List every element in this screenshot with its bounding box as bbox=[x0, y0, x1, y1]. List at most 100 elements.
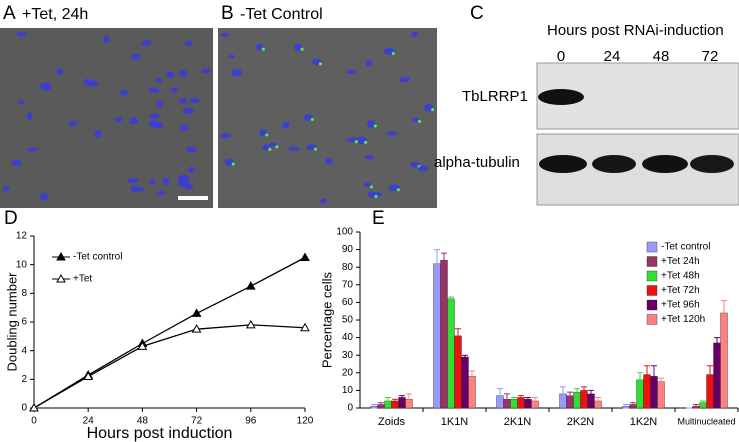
cell bbox=[220, 32, 230, 38]
legend-swatch bbox=[646, 314, 658, 325]
marker bbox=[191, 308, 202, 317]
error-bar bbox=[406, 393, 412, 405]
marker bbox=[300, 252, 310, 261]
cell bbox=[39, 82, 52, 91]
kinetoplast bbox=[373, 124, 377, 128]
marker bbox=[300, 322, 310, 332]
scale-bar bbox=[178, 196, 208, 200]
error-bar bbox=[651, 365, 657, 388]
error-bar bbox=[574, 388, 580, 397]
y-axis-label: Percentage cells bbox=[319, 271, 334, 368]
error-bar bbox=[399, 395, 405, 400]
kinetoplast bbox=[261, 47, 265, 51]
error-bar bbox=[504, 393, 510, 405]
lane-label: 72 bbox=[702, 48, 719, 65]
cell bbox=[16, 31, 27, 37]
panel-letter: D bbox=[4, 208, 18, 229]
legend-label: -Tet control bbox=[73, 252, 122, 263]
error-bar bbox=[700, 400, 706, 405]
cell bbox=[119, 90, 128, 96]
cell bbox=[367, 191, 377, 198]
cell bbox=[412, 117, 419, 122]
y-tick-label: 90 bbox=[342, 244, 354, 255]
error-bar bbox=[595, 396, 601, 405]
error-bar bbox=[630, 402, 636, 407]
error-bar bbox=[441, 252, 447, 268]
y-tick-label: 8 bbox=[21, 288, 27, 299]
cell bbox=[366, 120, 376, 128]
y-tick-label: 80 bbox=[342, 262, 354, 273]
legend-swatch bbox=[646, 256, 658, 267]
cell bbox=[55, 68, 64, 75]
legend-swatch bbox=[646, 285, 658, 296]
row-label: TbLRRP1 bbox=[462, 88, 528, 105]
legend-label: +Tet bbox=[73, 274, 92, 285]
cell bbox=[180, 124, 189, 132]
marker bbox=[191, 324, 202, 333]
lane-label: 0 bbox=[557, 48, 565, 65]
legend-label: +Tet 48h bbox=[661, 271, 700, 282]
cell bbox=[399, 76, 410, 83]
cell bbox=[170, 87, 178, 93]
cell bbox=[231, 68, 243, 77]
band bbox=[539, 155, 587, 173]
line bbox=[33, 324, 306, 409]
x-tick-label: 72 bbox=[191, 416, 203, 427]
cell bbox=[155, 77, 163, 83]
cell bbox=[166, 71, 175, 79]
cell bbox=[152, 121, 163, 129]
kinetoplast bbox=[391, 51, 395, 55]
error-bar bbox=[588, 389, 594, 398]
cell bbox=[182, 107, 194, 115]
legend-swatch bbox=[646, 299, 658, 311]
cell bbox=[18, 100, 26, 105]
legend-label: -Tet control bbox=[661, 242, 710, 253]
band bbox=[690, 155, 734, 173]
cell bbox=[365, 60, 373, 67]
band bbox=[642, 155, 688, 173]
kinetoplast bbox=[275, 145, 279, 149]
panel-letter: A bbox=[3, 3, 16, 24]
cell bbox=[114, 117, 123, 122]
error-bar bbox=[623, 403, 629, 409]
kinetoplast bbox=[300, 47, 304, 51]
error-bar bbox=[644, 365, 650, 384]
y-tick-label: 50 bbox=[342, 315, 354, 326]
cell bbox=[259, 129, 267, 137]
micrograph-b bbox=[218, 28, 437, 208]
error-bar bbox=[469, 370, 475, 383]
error-bar bbox=[385, 396, 391, 405]
bar bbox=[713, 342, 721, 409]
marker bbox=[83, 371, 94, 380]
kinetoplast bbox=[418, 119, 422, 123]
cell bbox=[320, 198, 327, 204]
cell bbox=[155, 101, 164, 108]
y-tick-label: 10 bbox=[16, 259, 28, 270]
y-tick-label: 70 bbox=[342, 279, 354, 290]
y-tick-label: 12 bbox=[16, 231, 28, 242]
cell bbox=[363, 182, 371, 188]
legend-swatch bbox=[646, 270, 658, 282]
band bbox=[592, 155, 636, 173]
marker bbox=[245, 319, 256, 329]
cell bbox=[424, 103, 434, 112]
kinetoplast bbox=[354, 140, 358, 144]
kinetoplast bbox=[369, 185, 373, 189]
panel-letter: C bbox=[470, 3, 484, 24]
panel-caption: -Tet Control bbox=[240, 6, 323, 23]
row-label: alpha-tubulin bbox=[434, 154, 520, 171]
bar bbox=[454, 335, 462, 409]
y-tick-label: 0 bbox=[21, 403, 27, 414]
kinetoplast bbox=[310, 117, 314, 121]
cell bbox=[130, 185, 138, 193]
error-bar bbox=[448, 296, 454, 302]
cells bbox=[2, 31, 435, 204]
kinetoplast bbox=[265, 133, 269, 137]
bar bbox=[447, 298, 455, 409]
marker bbox=[29, 402, 39, 412]
cell bbox=[149, 113, 161, 119]
kinetoplast bbox=[231, 162, 235, 166]
cell bbox=[346, 69, 356, 75]
cell bbox=[189, 98, 200, 104]
